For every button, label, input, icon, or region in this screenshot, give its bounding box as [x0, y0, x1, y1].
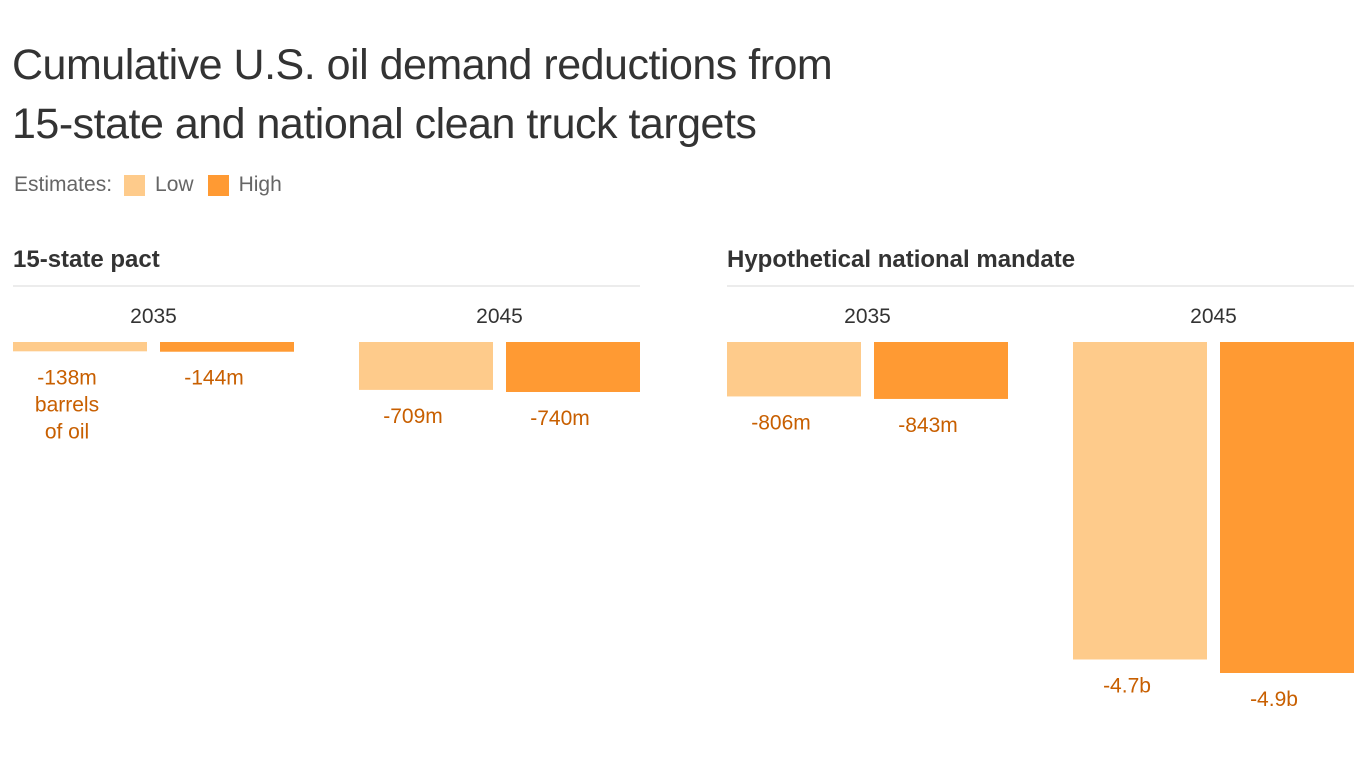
panel-title-0: 15-state pact	[13, 246, 160, 273]
legend-item-low: Low	[124, 173, 194, 197]
value-label-0-0-low-0: -138m	[37, 366, 97, 389]
bar-1-1-low	[1073, 342, 1207, 660]
year-label-1-0: 2035	[844, 305, 891, 328]
value-label-1-0-low-0: -806m	[751, 411, 811, 434]
year-label-0-1: 2045	[476, 305, 523, 328]
value-label-1-1-low-0: -4.7b	[1103, 674, 1151, 697]
legend-text-low: Low	[155, 173, 194, 196]
value-label-0-0-low-1: barrels	[35, 393, 99, 416]
legend-text-high: High	[238, 173, 282, 196]
legend-item-high: High	[207, 173, 282, 197]
title-line-1: Cumulative U.S. oil demand reductions fr…	[12, 41, 833, 89]
chart-title: Cumulative U.S. oil demand reductions fr…	[12, 36, 1012, 154]
value-label-1-0-high-0: -843m	[898, 414, 958, 437]
value-label-1-1-high-0: -4.9b	[1250, 688, 1298, 711]
bar-0-1-high	[506, 342, 640, 392]
year-label-1-1: 2045	[1190, 305, 1237, 328]
value-label-0-0-high-0: -144m	[184, 367, 244, 390]
legend-swatch-low	[124, 174, 146, 196]
title-line-2: 15-state and national clean truck target…	[12, 100, 757, 148]
bar-0-0-high	[160, 342, 294, 352]
year-label-0-0: 2035	[130, 305, 177, 328]
panel-title-1: Hypothetical national mandate	[727, 246, 1075, 273]
bar-1-0-high	[874, 342, 1008, 399]
value-label-0-1-high-0: -740m	[530, 407, 590, 430]
bar-1-1-high	[1220, 342, 1354, 673]
legend-label: Estimates:	[14, 173, 113, 196]
value-label-0-1-low-0: -709m	[383, 405, 443, 428]
legend-swatch-high	[207, 174, 229, 196]
bar-1-0-low	[727, 342, 861, 397]
legend: Estimates: Low High	[14, 172, 296, 198]
bar-0-1-low	[359, 342, 493, 390]
value-label-0-0-low-2: of oil	[45, 420, 89, 443]
bar-0-0-low	[13, 342, 147, 352]
